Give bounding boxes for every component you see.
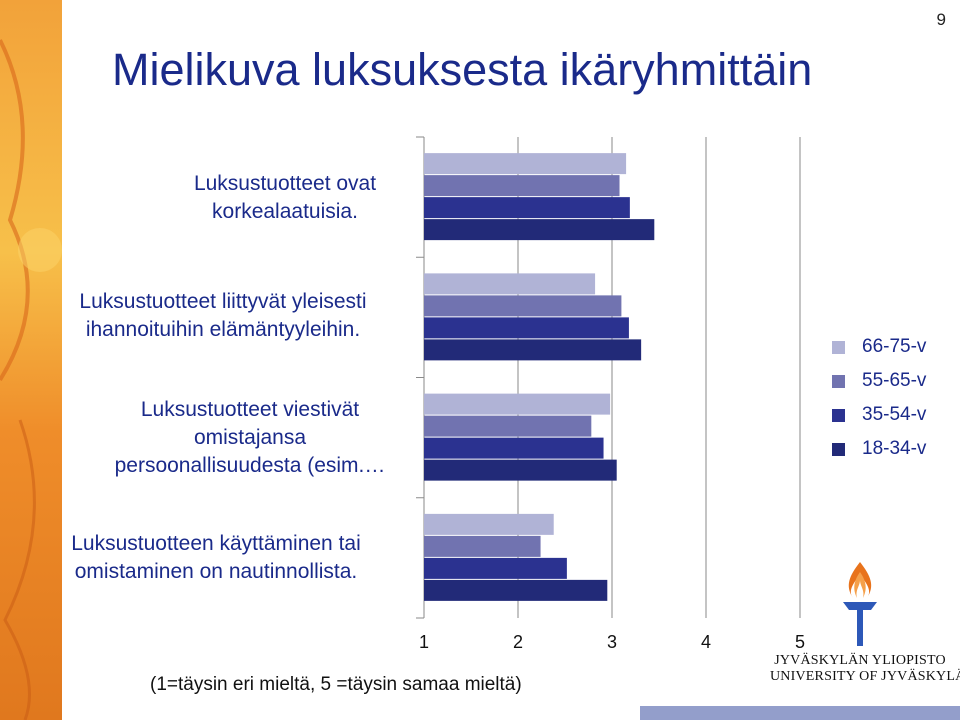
bar-18-34-v-cat3 — [424, 459, 617, 481]
bar-66-75-v-cat3 — [424, 393, 611, 415]
legend-label-18-34: 18-34-v — [862, 438, 927, 459]
legend-label-35-54: 35-54-v — [862, 404, 927, 425]
bar-66-75-v-cat2 — [424, 273, 596, 295]
legend-item: 55-65-v — [832, 364, 926, 398]
bar-35-54-v-cat2 — [424, 317, 629, 339]
logo-text-english: UNIVERSITY OF JYVÄSKYLÄ — [770, 669, 960, 684]
slide-title: Mielikuva luksuksesta ikäryhmittäin — [112, 44, 813, 95]
bar-55-65-v-cat2 — [424, 295, 622, 317]
bar-55-65-v-cat4 — [424, 535, 541, 557]
page-number: 9 — [936, 10, 946, 29]
bar-35-54-v-cat3 — [424, 437, 604, 459]
bar-35-54-v-cat4 — [424, 557, 567, 579]
logo-text-finnish: JYVÄSKYLÄN YLIOPISTO — [774, 653, 946, 668]
x-tick-label: 5 — [795, 632, 805, 652]
x-tick-label: 2 — [513, 632, 523, 652]
bar-18-34-v-cat4 — [424, 579, 608, 601]
category-label-1: Luksustuotteet ovat korkealaatuisia. — [193, 172, 377, 223]
legend-swatch-35-54 — [832, 408, 845, 422]
legend-swatch-18-34 — [832, 442, 845, 456]
bottom-decoration-band — [640, 706, 960, 720]
bar-55-65-v-cat3 — [424, 415, 592, 437]
autumn-leaf-decoration — [0, 0, 62, 720]
bar-66-75-v-cat4 — [424, 513, 554, 535]
legend-label-66-75: 66-75-v — [862, 336, 927, 357]
torch-flame-icon — [843, 562, 877, 646]
legend-item: 18-34-v — [832, 432, 926, 466]
x-tick-label: 4 — [701, 632, 711, 652]
bar-55-65-v-cat1 — [424, 175, 620, 197]
category-label-3: Luksustuotteet viestivät omistajansa per… — [114, 398, 386, 477]
bar-66-75-v-cat1 — [424, 153, 627, 175]
category-label-2: Luksustuotteet liittyvät yleisesti ihann… — [79, 290, 367, 341]
x-tick-label: 1 — [419, 632, 429, 652]
university-logo: JYVÄSKYLÄN YLIOPISTO UNIVERSITY OF JYVÄS… — [770, 560, 960, 685]
category-label-4: Luksustuotteen käyttäminen tai omistamin… — [71, 532, 361, 583]
legend-item: 66-75-v — [832, 330, 926, 364]
legend-item: 35-54-v — [832, 398, 926, 432]
legend-swatch-66-75 — [832, 340, 845, 354]
chart-legend: 66-75-v 55-65-v 35-54-v 18-34-v — [832, 330, 926, 466]
x-tick-label: 3 — [607, 632, 617, 652]
bar-18-34-v-cat2 — [424, 339, 642, 361]
bar-18-34-v-cat1 — [424, 219, 655, 241]
legend-label-55-65: 55-65-v — [862, 370, 927, 391]
legend-swatch-55-65 — [832, 374, 845, 388]
bar-35-54-v-cat1 — [424, 197, 630, 219]
x-axis-caption: (1=täysin eri mieltä, 5 =täysin samaa mi… — [150, 674, 522, 695]
